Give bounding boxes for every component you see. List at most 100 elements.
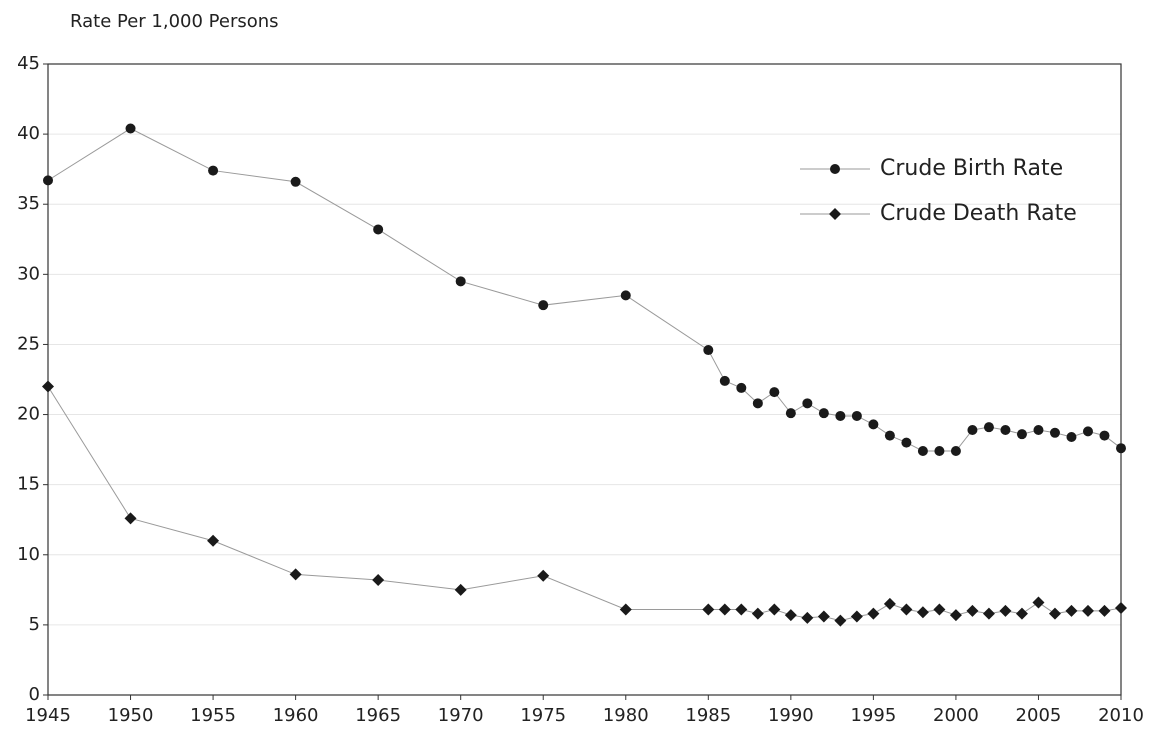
data-point xyxy=(1049,427,1060,438)
y-tick-label: 5 xyxy=(29,614,40,635)
legend-label: Crude Birth Rate xyxy=(880,156,1063,181)
data-point xyxy=(983,422,994,433)
data-point xyxy=(966,604,979,617)
data-point xyxy=(967,424,978,435)
data-point xyxy=(934,446,945,457)
data-point xyxy=(982,607,995,620)
data-point xyxy=(372,574,385,587)
data-point xyxy=(735,603,748,616)
data-point xyxy=(785,408,796,419)
x-tick-label: 1960 xyxy=(273,705,319,726)
series-line xyxy=(47,127,1122,452)
x-tick-label: 2010 xyxy=(1098,705,1144,726)
x-tick-label: 1975 xyxy=(520,705,566,726)
x-tick-label: 1995 xyxy=(850,705,896,726)
data-point xyxy=(124,512,137,525)
y-tick-label: 10 xyxy=(17,544,40,565)
y-tick-label: 30 xyxy=(17,263,40,284)
y-tick-label: 0 xyxy=(29,684,40,705)
data-point xyxy=(818,408,829,419)
plot-frame xyxy=(47,63,1122,696)
data-point xyxy=(916,606,929,619)
data-point xyxy=(900,603,913,616)
data-point xyxy=(125,123,136,134)
x-tick-label: 1965 xyxy=(355,705,401,726)
data-point xyxy=(718,603,731,616)
data-point xyxy=(884,430,895,441)
legend: Crude Birth Rate Crude Death Rate xyxy=(800,156,1077,226)
data-point xyxy=(719,375,730,386)
legend-marker xyxy=(829,208,841,220)
data-point xyxy=(1081,604,1094,617)
data-point xyxy=(752,398,763,409)
x-tick-label: 2000 xyxy=(933,705,979,726)
x-tick-label: 1980 xyxy=(603,705,649,726)
data-point xyxy=(917,446,928,457)
y-tick-label: 20 xyxy=(17,404,40,425)
x-tick-label: 1990 xyxy=(768,705,814,726)
data-point xyxy=(867,607,880,620)
data-point xyxy=(901,437,912,448)
y-tick-label: 35 xyxy=(17,193,40,214)
y-tick-label: 40 xyxy=(17,123,40,144)
legend-label: Crude Death Rate xyxy=(880,201,1077,226)
data-point xyxy=(801,611,814,624)
y-tick-label: 25 xyxy=(17,333,40,354)
data-point xyxy=(868,419,879,430)
data-point xyxy=(42,380,54,393)
data-point xyxy=(1098,604,1111,617)
data-point xyxy=(784,609,797,622)
data-point xyxy=(802,398,813,409)
data-point xyxy=(834,614,847,627)
data-point xyxy=(289,568,302,581)
data-point xyxy=(1016,429,1027,440)
data-point xyxy=(703,345,714,356)
data-point xyxy=(1066,431,1077,442)
data-point xyxy=(817,610,830,623)
x-tick-label: 2005 xyxy=(1016,705,1062,726)
data-point xyxy=(768,603,781,616)
data-point xyxy=(769,387,780,398)
data-point xyxy=(207,534,220,547)
data-point xyxy=(702,603,715,616)
data-point xyxy=(1065,604,1078,617)
data-point xyxy=(1115,602,1127,615)
data-point xyxy=(851,410,862,421)
data-point xyxy=(736,382,747,393)
data-point xyxy=(538,300,549,311)
series-line xyxy=(47,386,1122,622)
data-point xyxy=(1015,607,1028,620)
data-point xyxy=(850,610,863,623)
x-tick-label: 1945 xyxy=(25,705,71,726)
data-point xyxy=(933,603,946,616)
data-point xyxy=(537,569,550,582)
legend-marker xyxy=(830,164,840,174)
data-point xyxy=(619,603,632,616)
data-point xyxy=(43,175,53,186)
data-point xyxy=(751,607,764,620)
y-axis-label: Rate Per 1,000 Persons xyxy=(70,11,279,32)
data-point xyxy=(949,609,962,622)
x-tick-label: 1970 xyxy=(438,705,484,726)
data-point xyxy=(1033,424,1044,435)
x-tick-label: 1955 xyxy=(190,705,236,726)
data-point xyxy=(208,165,219,176)
data-point xyxy=(1032,596,1045,609)
data-point xyxy=(1082,426,1093,437)
data-point xyxy=(1099,430,1110,441)
data-point xyxy=(620,290,631,301)
x-tick-label: 1985 xyxy=(685,705,731,726)
data-point xyxy=(373,224,384,235)
data-point xyxy=(835,410,846,421)
data-point xyxy=(1000,424,1011,435)
data-point xyxy=(950,446,961,457)
data-point xyxy=(454,583,467,596)
data-point xyxy=(1116,443,1126,454)
data-point xyxy=(1048,607,1061,620)
x-tick-label: 1950 xyxy=(108,705,154,726)
data-point xyxy=(883,597,896,610)
data-point xyxy=(455,276,466,287)
y-tick-label: 15 xyxy=(17,474,40,495)
data-point xyxy=(290,176,301,187)
